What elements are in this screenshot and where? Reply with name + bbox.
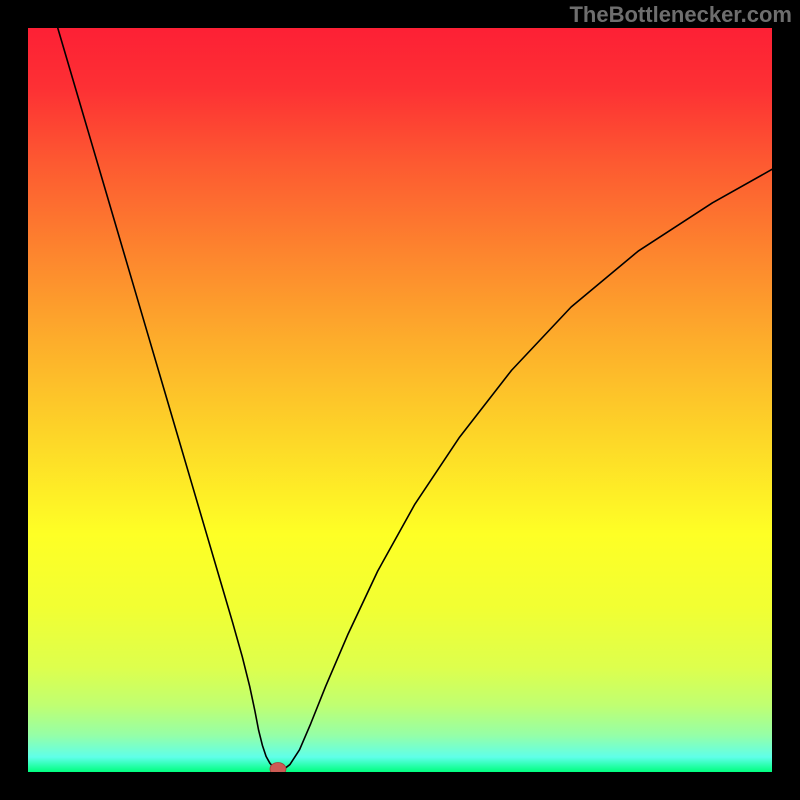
- bottleneck-curve: [58, 28, 772, 770]
- plot-area: [28, 28, 772, 772]
- watermark-label: TheBottlenecker.com: [569, 2, 792, 28]
- bottleneck-curve-layer: [28, 28, 772, 772]
- optimal-point-marker: [270, 763, 286, 772]
